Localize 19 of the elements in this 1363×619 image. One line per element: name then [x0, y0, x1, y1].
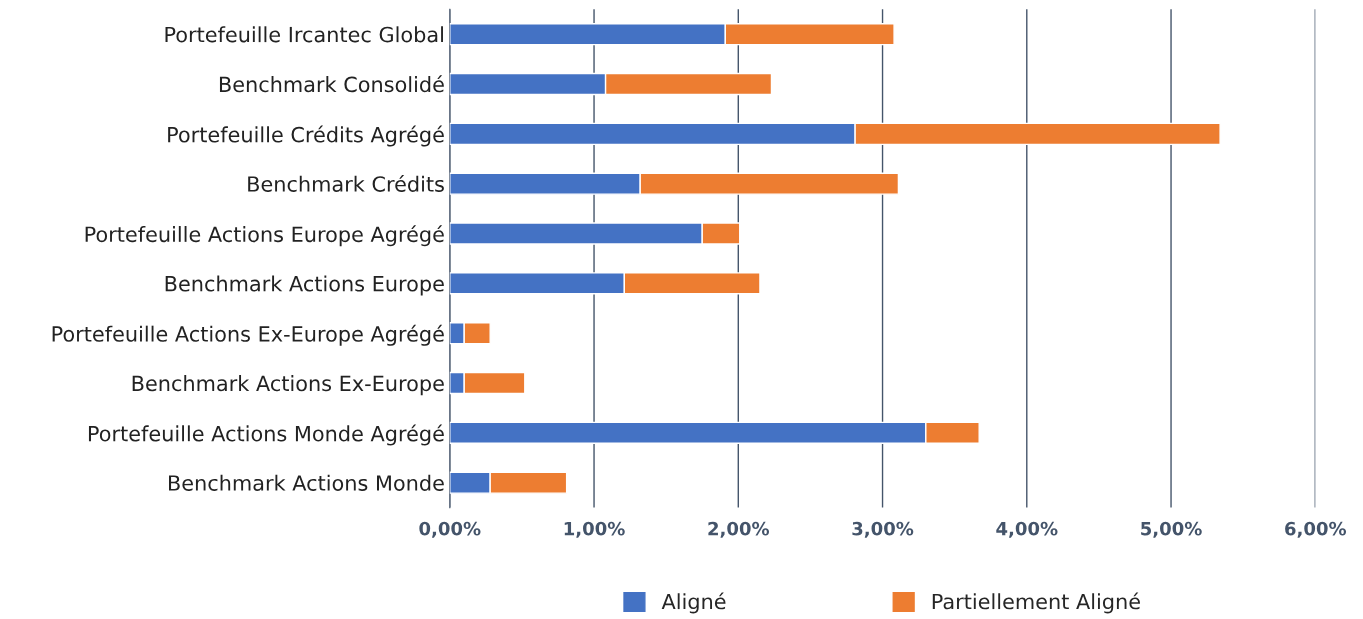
x-tick-label: 0,00% — [419, 521, 481, 538]
y-tick-label: Benchmark Actions Monde — [169, 474, 444, 491]
y-tick-label: Portefeuille Ircantec Global — [165, 26, 443, 43]
y-tick-label: Portefeuille Actions Monde Agrégé — [88, 424, 444, 446]
y-tick-label: Benchmark Consolidé — [219, 75, 444, 93]
legend-label: Aligné — [661, 592, 726, 614]
y-tick-label: Portefeuille Actions Ex-Europe Agrégé — [52, 324, 444, 346]
y-tick-label: Portefeuille Actions Europe Agrégé — [85, 225, 444, 247]
x-tick-label: 2,00% — [708, 521, 770, 538]
y-tick-label: Portefeuille Crédits Agrégé — [168, 125, 444, 147]
legend-label: Partiellement Aligné — [932, 592, 1140, 614]
x-tick-label: 4,00% — [996, 521, 1058, 538]
x-tick-label: 5,00% — [1141, 521, 1202, 538]
y-tick-label: Benchmark Actions Europe — [165, 275, 444, 296]
x-tick-label: 1,00% — [564, 521, 625, 538]
x-tick-label: 6,00% — [1285, 521, 1347, 538]
y-tick-label: Benchmark Actions Ex-Europe — [132, 375, 444, 396]
y-tick-label: Benchmark Crédits — [248, 174, 444, 192]
x-tick-label: 3,00% — [852, 521, 914, 538]
